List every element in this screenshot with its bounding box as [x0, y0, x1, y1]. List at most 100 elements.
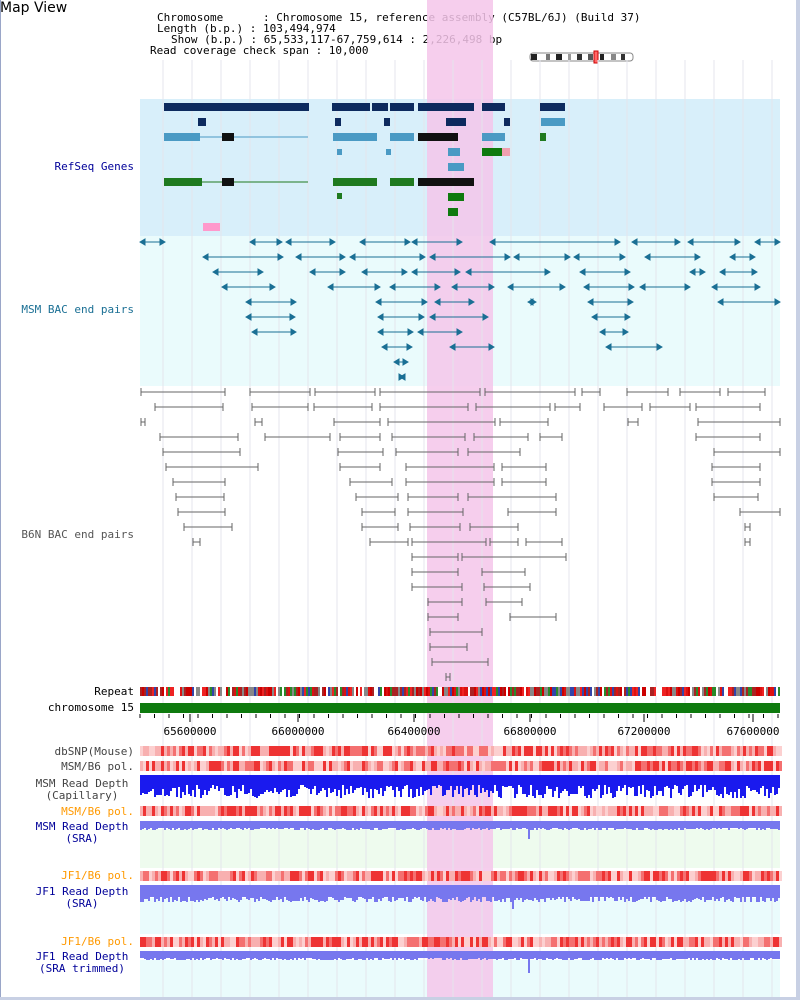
- msm-bac-end: [257, 268, 264, 276]
- track-label-dbsnp[interactable]: dbSNP(Mouse): [54, 745, 134, 758]
- read-depth-bin: [732, 951, 734, 960]
- polymorphism-bin: [680, 871, 683, 881]
- polymorphism-bin: [398, 761, 401, 771]
- read-depth-bin: [186, 951, 188, 959]
- read-depth-bin: [570, 821, 572, 829]
- repeat-element: [582, 687, 584, 696]
- track-label-msm-b6-pol-2[interactable]: MSM/B6 pol.: [61, 805, 134, 818]
- polymorphism-bin: [437, 937, 440, 947]
- track-label-jf1-read-depth-sra[interactable]: JF1 Read Depth (SRA): [35, 885, 129, 910]
- refseq-gene-models[interactable]: [164, 103, 565, 231]
- read-depth-bin: [722, 775, 724, 798]
- read-depth-bin: [178, 821, 180, 828]
- polymorphism-bin: [224, 806, 227, 816]
- polymorphism-bin: [725, 806, 728, 816]
- repeat-element: [618, 687, 620, 696]
- polymorphism-bin: [173, 806, 176, 816]
- track-label-msm-read-depth-capillary[interactable]: MSM Read Depth (Capillary): [35, 777, 129, 802]
- read-depth-bin: [652, 775, 654, 796]
- polymorphism-bin: [428, 746, 431, 756]
- read-depth-bin: [494, 821, 496, 829]
- chromosome-bar[interactable]: [140, 703, 780, 713]
- track-label-refseq[interactable]: RefSeq Genes: [54, 160, 134, 173]
- track-label-msm-b6-pol-1[interactable]: MSM/B6 pol.: [61, 760, 134, 773]
- read-depth-bin: [572, 775, 574, 794]
- read-depth-bin: [270, 821, 272, 829]
- read-depth-bin: [630, 775, 632, 788]
- polymorphism-bin: [176, 806, 179, 816]
- repeat-element: [402, 687, 404, 696]
- read-depth-bin: [264, 821, 266, 828]
- polymorphism-bin: [575, 937, 578, 947]
- polymorphism-bin: [509, 761, 512, 771]
- track-label-jf1-b6-pol-2[interactable]: JF1/B6 pol.: [61, 935, 134, 948]
- read-depth-bin: [616, 951, 618, 958]
- msm-bac-end: [656, 343, 663, 351]
- polymorphism-bin: [761, 761, 764, 771]
- repeat-element: [530, 687, 532, 696]
- polymorphism-bin: [497, 937, 500, 947]
- read-depth-bin: [442, 775, 444, 796]
- read-depth-bin: [700, 951, 702, 960]
- polymorphism-bin: [254, 871, 257, 881]
- track-label-jf1-b6-pol-1[interactable]: JF1/B6 pol.: [61, 869, 134, 882]
- polymorphism-bin: [293, 871, 296, 881]
- read-depth-bin: [152, 951, 154, 960]
- read-depth-bin: [518, 885, 520, 900]
- polymorphism-bin: [194, 746, 197, 756]
- b6n-bac-end-pairs[interactable]: [140, 388, 781, 696]
- track-label-msm-bac[interactable]: MSM BAC end pairs: [21, 303, 134, 316]
- polymorphism-bin: [644, 937, 647, 947]
- polymorphism-bin: [458, 937, 461, 947]
- polymorphism-bin: [269, 937, 272, 947]
- read-depth-bin: [776, 951, 778, 959]
- polymorphism-bin: [296, 871, 299, 881]
- read-depth-bin: [492, 821, 494, 829]
- polymorphism-bin: [152, 871, 155, 881]
- read-depth-bin: [192, 951, 194, 958]
- read-depth-bin: [540, 885, 542, 899]
- polymorphism-bin: [281, 937, 284, 947]
- polymorphism-bin: [143, 871, 146, 881]
- read-depth-bin: [696, 775, 698, 791]
- polymorphism-bin: [587, 761, 590, 771]
- read-depth-bin: [664, 951, 666, 959]
- repeat-element: [472, 687, 474, 696]
- polymorphism-bin: [206, 806, 209, 816]
- polymorphism-bin: [320, 871, 323, 881]
- read-depth-bin: [644, 821, 646, 828]
- read-depth-bin: [334, 885, 336, 900]
- read-depth-bin: [338, 951, 340, 958]
- polymorphism-bin: [734, 761, 737, 771]
- read-depth-bin: [550, 775, 552, 789]
- track-label-repeat[interactable]: Repeat: [94, 685, 134, 698]
- track-label-msm-read-depth-sra[interactable]: MSM Read Depth (SRA): [35, 820, 129, 845]
- repeat-element: [430, 687, 432, 696]
- polymorphism-bin: [740, 806, 743, 816]
- repeat-element: [272, 687, 274, 696]
- read-depth-tracks[interactable]: [140, 775, 780, 973]
- polymorphism-bin: [221, 937, 224, 947]
- polymorphism-bin: [425, 761, 428, 771]
- polymorphism-bin: [557, 871, 560, 881]
- polymorphism-tracks[interactable]: [140, 746, 782, 947]
- read-depth-bin: [206, 885, 208, 900]
- read-depth-bin: [772, 885, 774, 898]
- track-label-b6n-bac[interactable]: B6N BAC end pairs: [21, 528, 134, 541]
- read-depth-bin: [480, 821, 482, 830]
- polymorphism-bin: [251, 871, 254, 881]
- polymorphism-bin: [254, 761, 257, 771]
- chromosome-ideogram[interactable]: [529, 50, 634, 64]
- msm-bac-end: [749, 253, 756, 261]
- polymorphism-bin: [746, 746, 749, 756]
- repeat-track-bar[interactable]: [140, 687, 780, 696]
- read-depth-bin: [188, 885, 190, 897]
- polymorphism-bin: [155, 937, 158, 947]
- msm-bac-end-pairs[interactable]: [139, 238, 781, 381]
- polymorphism-bin: [164, 871, 167, 881]
- repeat-element: [720, 687, 722, 696]
- track-label-jf1-read-depth-trimmed[interactable]: JF1 Read Depth (SRA trimmed): [35, 950, 129, 975]
- read-depth-bin: [312, 885, 314, 899]
- repeat-element: [742, 687, 744, 696]
